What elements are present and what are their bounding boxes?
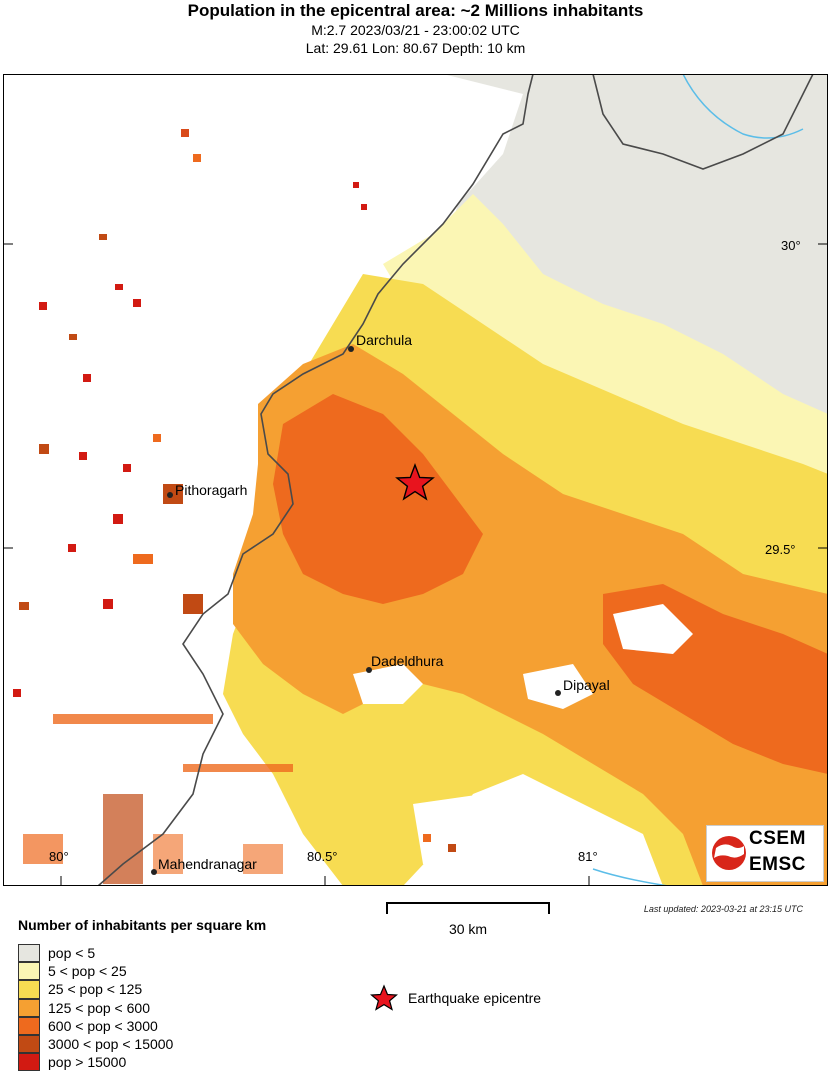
- scale-bar: [386, 902, 550, 914]
- legend-label: 5 < pop < 25: [48, 963, 127, 980]
- epicentre-legend-label: Earthquake epicentre: [408, 990, 542, 1006]
- city-label-mahendranagar: Mahendranagar: [158, 856, 257, 872]
- legend-label: 25 < pop < 125: [48, 981, 143, 998]
- legend-item: 25 < pop < 125: [18, 980, 173, 999]
- river-south: [592, 868, 669, 886]
- csem-emsc-logo: CSEM EMSC: [706, 825, 824, 882]
- urban-pixels: [13, 129, 456, 884]
- gap-dipayal: [523, 664, 593, 709]
- last-updated: Last updated: 2023-03-21 at 23:15 UTC: [643, 904, 803, 914]
- gap-dadeldhura: [353, 664, 423, 704]
- legend-swatch: [18, 962, 40, 981]
- area-pop-5-25: [383, 194, 828, 494]
- legend-swatch: [18, 944, 40, 963]
- map-frame: [3, 74, 828, 886]
- city-label-dipayal: Dipayal: [563, 677, 610, 693]
- gap-south: [413, 794, 513, 874]
- legend-swatch: [18, 980, 40, 999]
- city-dipayal: Dipayal: [555, 677, 610, 696]
- gap-east: [613, 604, 693, 654]
- legend-item: pop > 15000: [18, 1053, 173, 1072]
- lon-label-81: 81°: [578, 849, 598, 864]
- scale-bar-label: 30 km: [448, 921, 488, 937]
- lat-label-30: 30°: [781, 238, 801, 253]
- area-pop-600-3000: [273, 394, 483, 604]
- city-label-darchula: Darchula: [356, 332, 412, 348]
- event-magnitude-time: M:2.7 2023/03/21 - 23:00:02 UTC: [311, 22, 520, 38]
- epicentre-star-icon: [395, 463, 435, 501]
- lon-label-80: 80°: [49, 849, 69, 864]
- legend-swatch: [18, 1016, 40, 1035]
- country-border: [97, 74, 814, 886]
- city-pithoragarh: Pithoragarh: [167, 482, 247, 498]
- logo-csem: CSEM: [749, 828, 806, 849]
- globe-icon: [712, 836, 746, 870]
- legend-label: 125 < pop < 600: [48, 999, 150, 1016]
- river-north: [682, 74, 804, 139]
- legend-item: pop < 5: [18, 944, 173, 963]
- city-label-dadeldhura: Dadeldhura: [371, 653, 444, 669]
- legend-swatch: [18, 998, 40, 1017]
- city-label-pithoragarh: Pithoragarh: [175, 482, 247, 498]
- lon-label-80-5: 80.5°: [307, 849, 338, 864]
- legend-label: 600 < pop < 3000: [48, 1017, 158, 1034]
- legend-item: 3000 < pop < 15000: [18, 1034, 174, 1054]
- legend-item: 125 < pop < 600: [18, 998, 173, 1017]
- area-pop-lt-5: [443, 74, 828, 434]
- city-darchula: Darchula: [348, 332, 412, 352]
- legend-label: 3000 < pop < 15000: [48, 1036, 174, 1053]
- legend-item: 600 < pop < 3000: [18, 1016, 173, 1035]
- lat-label-29-5: 29.5°: [765, 542, 796, 557]
- legend-swatch: [18, 1034, 40, 1054]
- legend-label: pop < 5: [48, 945, 96, 962]
- event-location: Lat: 29.61 Lon: 80.67 Depth: 10 km: [305, 40, 526, 56]
- epicentre-legend: Earthquake epicentre: [370, 984, 541, 1012]
- legend-label: pop > 15000: [48, 1054, 127, 1071]
- city-mahendranagar: Mahendranagar: [151, 856, 257, 875]
- legend-title: Number of inhabitants per square km: [18, 917, 267, 933]
- epicentre-legend-star-icon: [370, 984, 398, 1011]
- map-title: Population in the epicentral area: ~2 Mi…: [187, 1, 644, 20]
- legend-item: 5 < pop < 25: [18, 962, 173, 981]
- legend-swatch: [18, 1053, 40, 1072]
- logo-emsc: EMSC: [749, 854, 806, 875]
- population-map[interactable]: 30° 29.5° 80° 80.5° 81° Darchula Pithora…: [3, 74, 828, 886]
- city-dadeldhura: Dadeldhura: [366, 653, 444, 673]
